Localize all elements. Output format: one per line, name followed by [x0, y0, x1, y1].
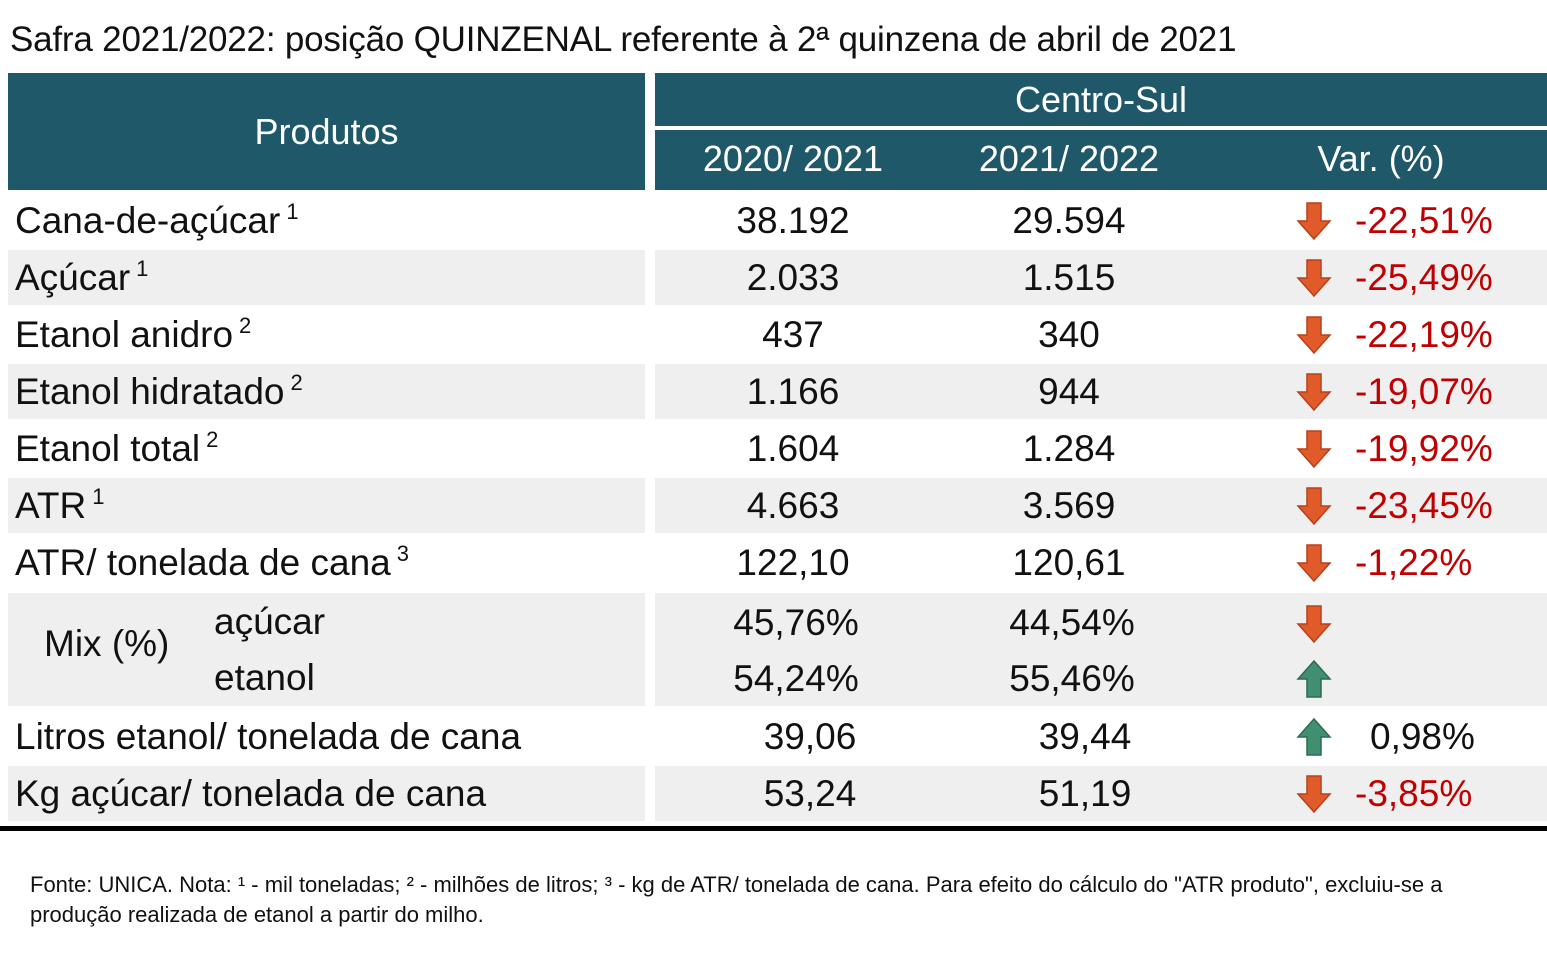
- table-row: Kg açúcar/ tonelada de cana 53,24 51,19 …: [0, 766, 1547, 821]
- arrow-up-icon: [1296, 660, 1332, 698]
- variation-value: -3,85%: [1355, 773, 1473, 814]
- value-2021-2022: 1.515: [1022, 257, 1116, 298]
- value-2020-2021: 1.604: [746, 428, 840, 469]
- header-col-var: Var. (%): [1317, 138, 1445, 179]
- header-produtos: Produtos: [8, 73, 645, 190]
- value-2020-2021: 437: [762, 314, 824, 355]
- variation-value: -19,07%: [1355, 371, 1493, 412]
- value-2021-2022: 3.569: [1022, 485, 1116, 526]
- arrow-down-icon: [1296, 373, 1332, 411]
- value-2020-2021: 38.192: [736, 200, 850, 241]
- mix-acucar-2021-2022: 44,54%: [1009, 602, 1135, 643]
- value-2021-2022: 944: [1038, 371, 1100, 412]
- header-col-2021-2022: 2021/ 2022: [978, 138, 1160, 179]
- variation-value: -23,45%: [1355, 485, 1493, 526]
- value-2021-2022: 29.594: [1012, 200, 1126, 241]
- mix-acucar-2020-2021: 45,76%: [733, 602, 859, 643]
- variation-value: -22,51%: [1355, 200, 1493, 241]
- header-divider: [655, 126, 1547, 130]
- table-row: ATR/ tonelada de cana 3 122,10 120,61 -1,…: [0, 535, 1547, 590]
- bottom-rule: [0, 826, 1547, 831]
- row-label: Etanol anidro 2: [15, 313, 252, 355]
- mix-etanol-label: etanol: [214, 657, 315, 698]
- value-2021-2022: 51,19: [1038, 773, 1132, 814]
- row-label: ATR 1: [15, 484, 105, 526]
- arrow-up-icon: [1296, 718, 1332, 756]
- row-label: ATR/ tonelada de cana 3: [15, 541, 409, 583]
- arrow-down-icon: [1296, 544, 1332, 582]
- value-2020-2021: 39,06: [763, 716, 857, 757]
- variation-value: -25,49%: [1355, 257, 1493, 298]
- value-2021-2022: 120,61: [1012, 542, 1126, 583]
- header-col-2020-2021: 2020/ 2021: [702, 138, 884, 179]
- row-label: Litros etanol/ tonelada de cana: [15, 716, 522, 757]
- table-row: Litros etanol/ tonelada de cana 39,06 39…: [0, 709, 1547, 764]
- row-label: Kg açúcar/ tonelada de cana: [15, 773, 487, 814]
- mix-etanol-2020-2021: 54,24%: [733, 658, 859, 699]
- value-2021-2022: 1.284: [1022, 428, 1116, 469]
- variation-value: -19,92%: [1355, 428, 1493, 469]
- header-subcolumns: 2020/ 2021 2021/ 2022 Var. (%): [655, 130, 1547, 190]
- arrow-down-icon: [1296, 430, 1332, 468]
- value-2020-2021: 1.166: [746, 371, 840, 412]
- arrow-down-icon: [1296, 775, 1332, 813]
- footnote: Fonte: UNICA. Nota: ¹ - mil toneladas; ²…: [30, 872, 1443, 927]
- arrow-down-icon: [1296, 605, 1332, 643]
- arrow-down-icon: [1296, 259, 1332, 297]
- table-row: ATR 1 4.663 3.569 -23,45%: [0, 478, 1547, 533]
- mix-row: Mix (%) açúcar etanol 45,76% 44,54% 54,2…: [0, 593, 1547, 706]
- row-label: Açúcar 1: [15, 256, 149, 298]
- table-row: Etanol total 2 1.604 1.284 -19,92%: [0, 421, 1547, 476]
- table-row: Açúcar 1 2.033 1.515 -25,49%: [0, 250, 1547, 305]
- value-2020-2021: 53,24: [763, 773, 857, 814]
- value-2021-2022: 340: [1038, 314, 1100, 355]
- row-label: Cana-de-açúcar 1: [15, 199, 299, 241]
- arrow-down-icon: [1296, 316, 1332, 354]
- row-label: Etanol total 2: [15, 427, 219, 469]
- value-2020-2021: 2.033: [746, 257, 840, 298]
- arrow-down-icon: [1296, 202, 1332, 240]
- table-row: Etanol anidro 2 437 340 -22,19%: [0, 307, 1547, 362]
- variation-value: -22,19%: [1355, 314, 1493, 355]
- table-row: Cana-de-açúcar 1 38.192 29.594 -22,51%: [0, 193, 1547, 248]
- page-title: Safra 2021/2022: posição QUINZENAL refer…: [10, 20, 1237, 59]
- variation-value: -1,22%: [1355, 542, 1473, 583]
- mix-label: Mix (%): [44, 623, 170, 664]
- row-label: Etanol hidratado 2: [15, 370, 303, 412]
- table-row: Etanol hidratado 2 1.166 944 -19,07%: [0, 364, 1547, 419]
- value-2020-2021: 4.663: [746, 485, 840, 526]
- mix-acucar-label: açúcar: [214, 601, 326, 642]
- arrow-down-icon: [1296, 487, 1332, 525]
- variation-value: 0,98%: [1370, 716, 1475, 757]
- value-2020-2021: 122,10: [736, 542, 850, 583]
- mix-etanol-2021-2022: 55,46%: [1009, 658, 1135, 699]
- value-2021-2022: 39,44: [1038, 716, 1132, 757]
- header-region: Centro-Sul: [655, 73, 1547, 126]
